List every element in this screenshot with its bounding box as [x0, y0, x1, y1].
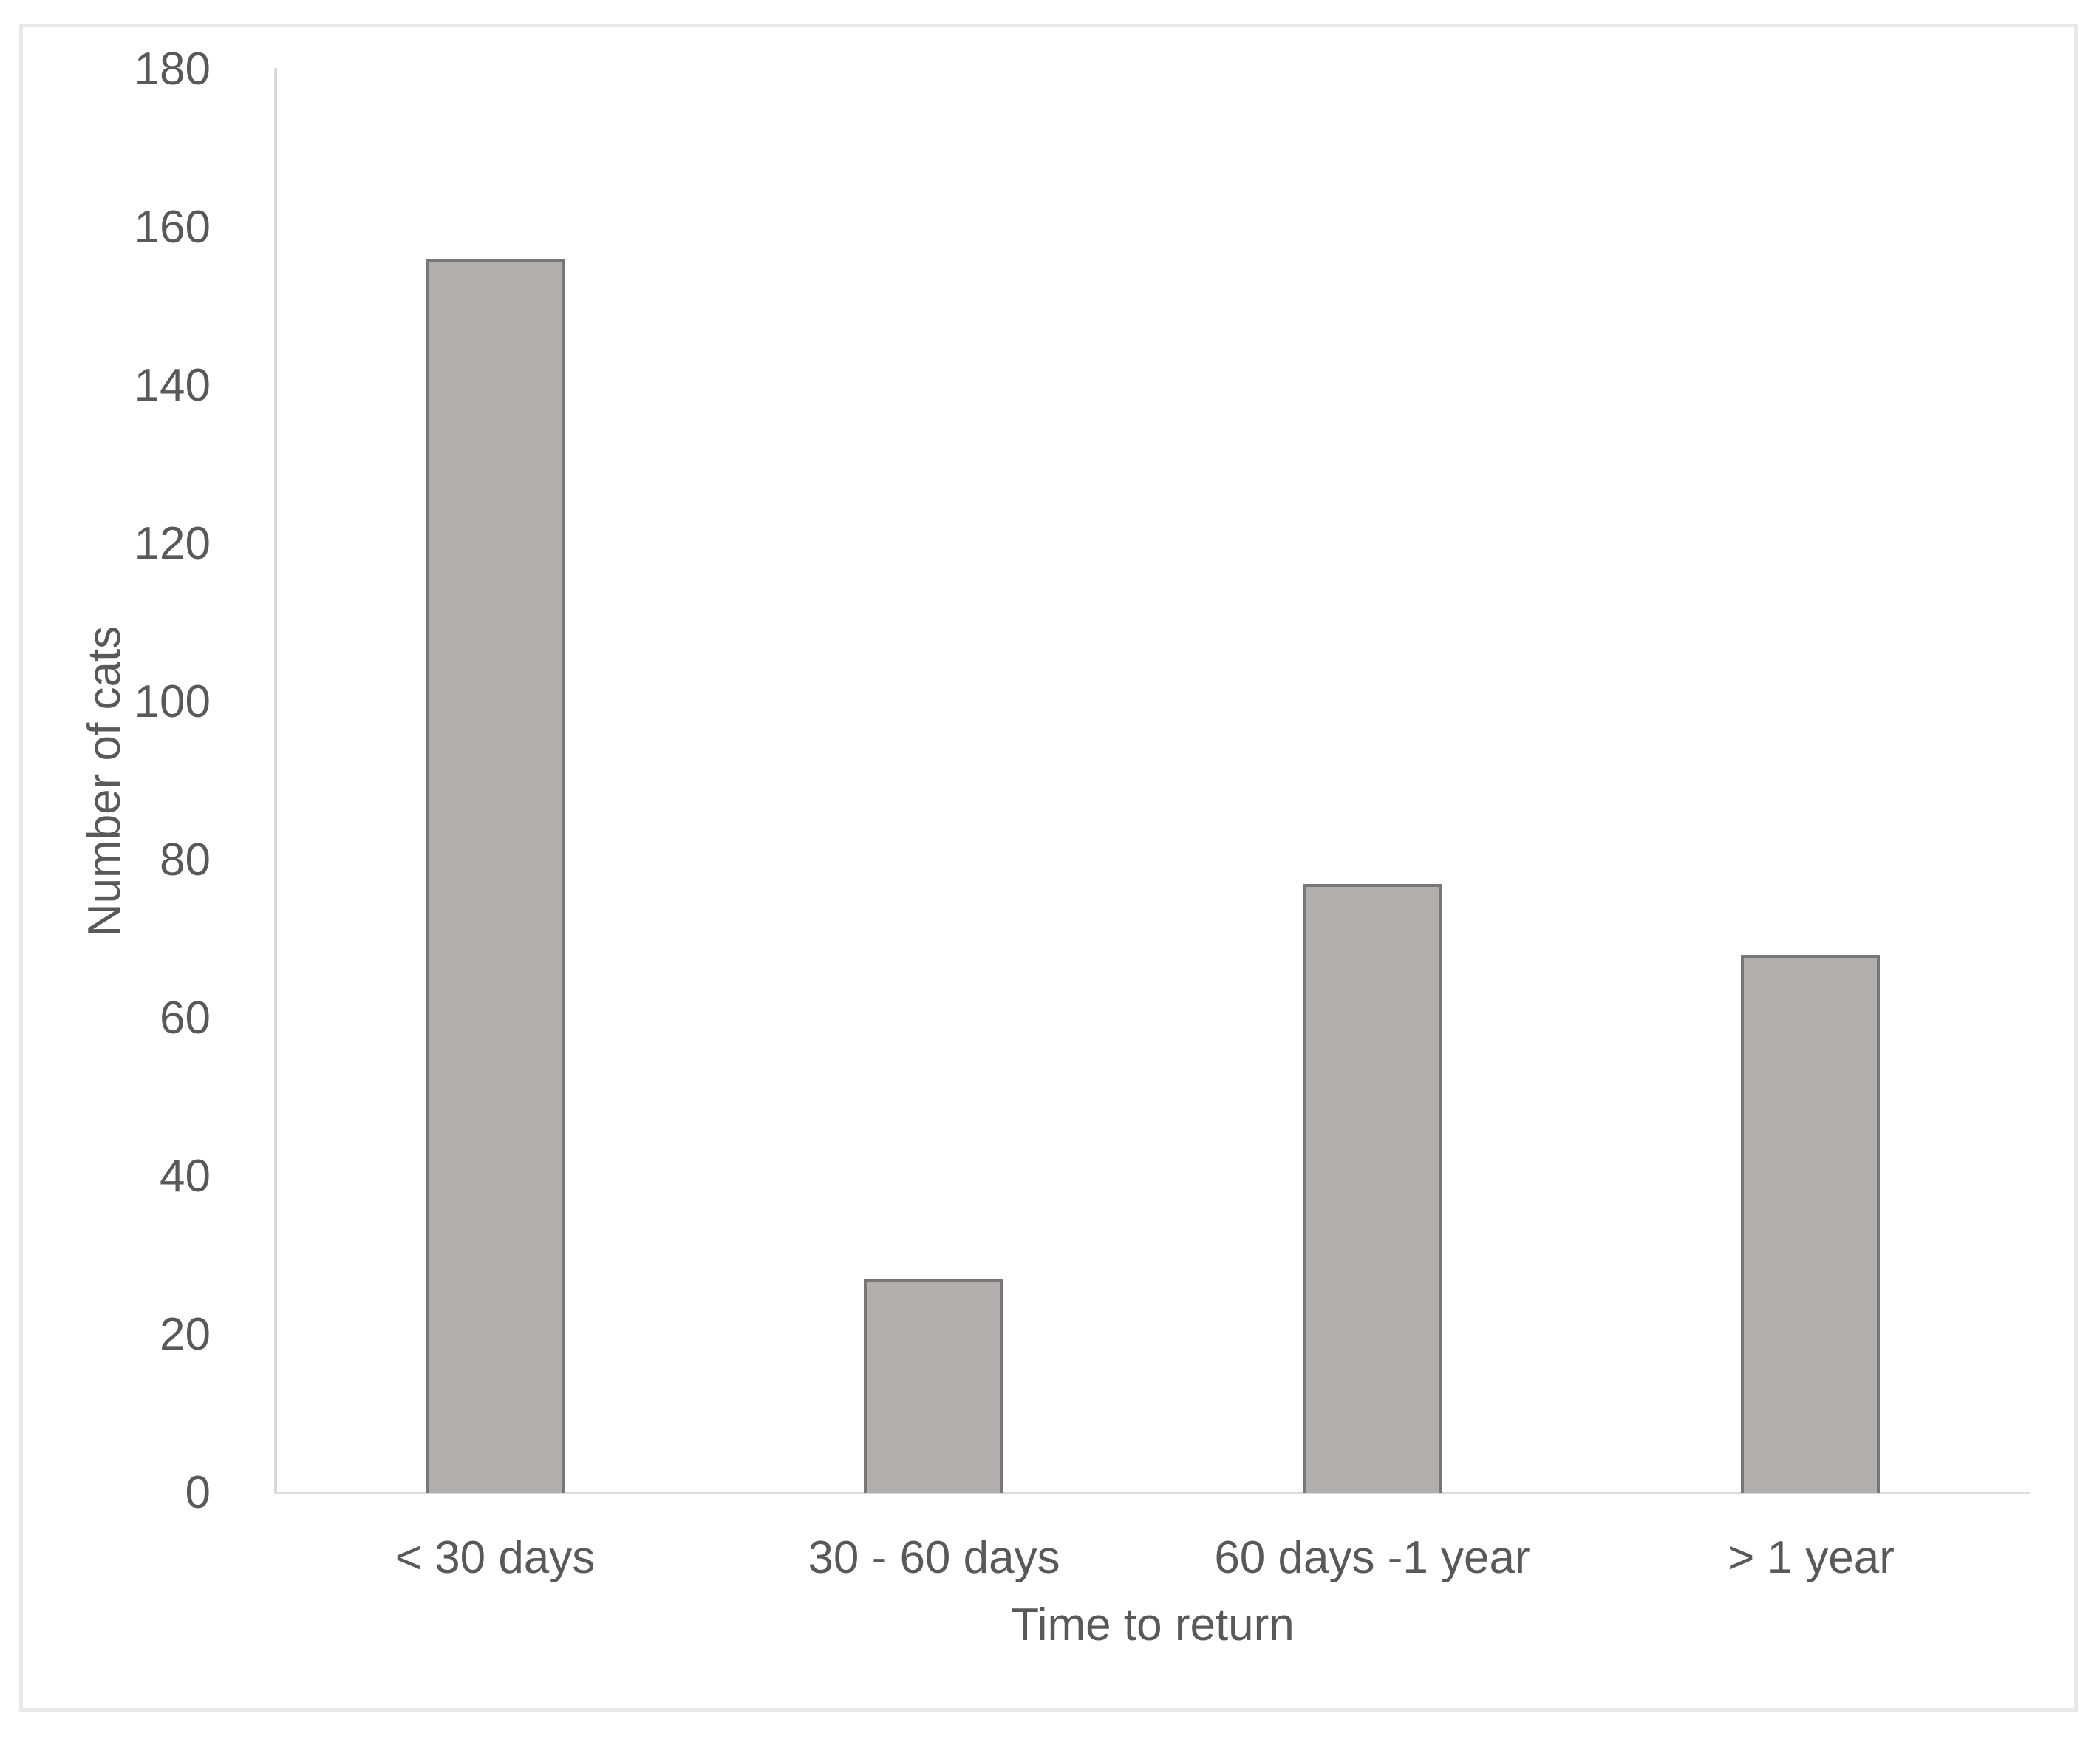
y-tick-label-100: 100 [134, 676, 211, 727]
bar-30-days [426, 259, 565, 1493]
x-axis-title: Time to return [1011, 1599, 1295, 1650]
x-category-label-1: 30 - 60 days [808, 1532, 1060, 1583]
y-tick-label-0: 0 [185, 1467, 211, 1518]
figure-frame [19, 24, 2078, 1712]
bar-1-year [1741, 955, 1880, 1493]
x-category-label-0: < 30 days [395, 1532, 596, 1583]
x-category-label-3: > 1 year [1728, 1532, 1895, 1583]
x-axis-line [274, 1492, 2030, 1494]
y-tick-label-140: 140 [134, 360, 211, 411]
y-tick-label-60: 60 [160, 993, 211, 1044]
y-axis-title: Number of cats [79, 625, 130, 937]
y-tick-label-120: 120 [134, 518, 211, 569]
y-tick-label-40: 40 [160, 1151, 211, 1202]
x-category-label-2: 60 days -1 year [1214, 1532, 1530, 1583]
y-tick-label-160: 160 [134, 202, 211, 253]
y-tick-label-180: 180 [134, 44, 211, 95]
bar-60-days-1-year [1303, 884, 1442, 1493]
bar-30-60-days [864, 1279, 1003, 1493]
y-tick-label-20: 20 [160, 1309, 211, 1360]
y-axis-line [274, 68, 277, 1494]
y-tick-label-80: 80 [160, 834, 211, 885]
